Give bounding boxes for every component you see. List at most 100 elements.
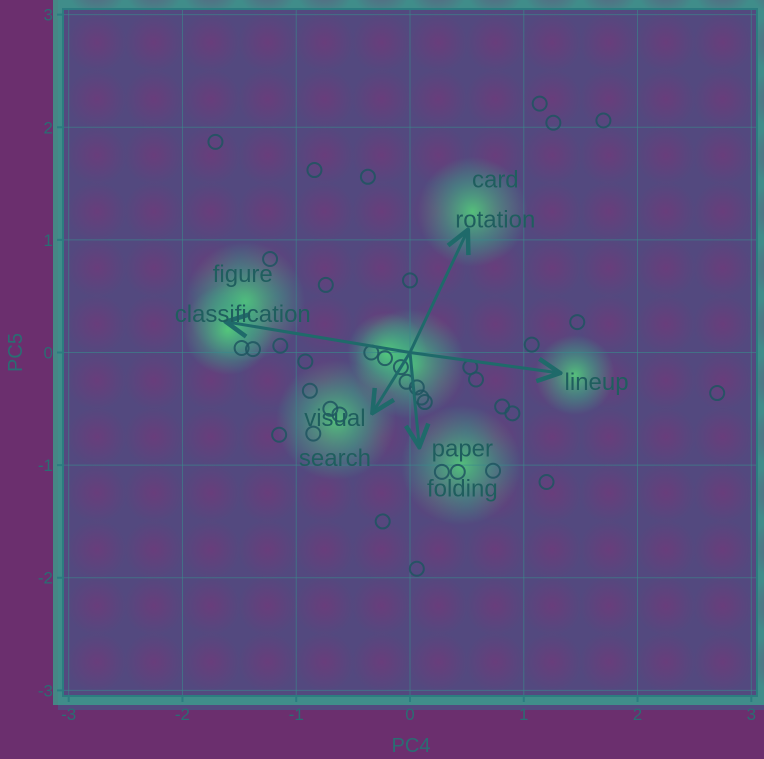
y-tick-label: 2 bbox=[44, 118, 53, 137]
loading-arrow bbox=[410, 352, 419, 445]
score-point bbox=[433, 463, 450, 480]
texture-blob bbox=[752, 0, 764, 12]
texture-blob bbox=[579, 463, 640, 524]
x-tick-label: 1 bbox=[519, 705, 528, 724]
x-tick-label: 0 bbox=[405, 705, 414, 724]
x-tick-label: -3 bbox=[61, 705, 76, 724]
texture-blob bbox=[124, 125, 185, 186]
texture-blob bbox=[465, 69, 526, 130]
texture-blob bbox=[579, 575, 640, 636]
texture-blob bbox=[67, 69, 128, 130]
texture-blob bbox=[237, 181, 298, 242]
y-tick-label: 1 bbox=[44, 231, 53, 250]
score-point bbox=[272, 337, 289, 354]
score-point bbox=[301, 382, 318, 399]
texture-blob bbox=[180, 12, 241, 73]
hotspot bbox=[417, 156, 528, 267]
y-axis-label: PC5 bbox=[5, 333, 27, 372]
texture-blob bbox=[522, 463, 583, 524]
texture-blob bbox=[180, 181, 241, 242]
texture-blob bbox=[522, 125, 583, 186]
texture-blob bbox=[67, 350, 128, 411]
texture-blob bbox=[692, 406, 753, 467]
y-tick-label: 0 bbox=[44, 344, 53, 363]
texture-blob bbox=[635, 519, 696, 580]
texture-blob bbox=[67, 181, 128, 242]
score-point bbox=[402, 272, 418, 289]
texture-blob bbox=[351, 519, 412, 580]
texture-blob bbox=[579, 519, 640, 580]
texture-blob bbox=[635, 69, 696, 130]
texture-blob bbox=[237, 463, 298, 524]
score-point bbox=[359, 168, 376, 185]
x-tick-label: 3 bbox=[747, 705, 756, 724]
texture-blob bbox=[351, 238, 412, 299]
score-point bbox=[305, 425, 322, 442]
texture-blob bbox=[67, 294, 128, 355]
texture-blob bbox=[67, 519, 128, 580]
texture-blob bbox=[635, 463, 696, 524]
texture-blob bbox=[579, 69, 640, 130]
score-point bbox=[376, 350, 393, 367]
y-axis-ticks: -3 -2 -1 0 1 2 3 bbox=[38, 6, 63, 700]
x-axis-ticks: -3 -2 -1 0 1 2 3 bbox=[61, 696, 756, 724]
score-point bbox=[244, 341, 261, 358]
texture-blob bbox=[408, 69, 469, 130]
score-point bbox=[504, 405, 521, 422]
texture-blob bbox=[124, 463, 185, 524]
texture-blob bbox=[692, 125, 753, 186]
score-point bbox=[306, 162, 323, 179]
texture-blob bbox=[522, 12, 583, 73]
texture-blob bbox=[67, 238, 128, 299]
texture-blob bbox=[351, 181, 412, 242]
score-point bbox=[408, 560, 425, 577]
texture-blob bbox=[692, 181, 753, 242]
y-tick-label: 3 bbox=[44, 6, 53, 25]
texture-blob bbox=[124, 632, 185, 693]
hotspot bbox=[182, 284, 273, 375]
texture-blob bbox=[180, 519, 241, 580]
y-tick-label: -1 bbox=[38, 456, 53, 475]
texture-blob bbox=[692, 519, 753, 580]
texture-blob bbox=[180, 575, 241, 636]
score-point bbox=[538, 474, 555, 491]
texture-blob bbox=[579, 125, 640, 186]
score-point bbox=[374, 513, 391, 530]
texture-blob bbox=[522, 181, 583, 242]
texture-blob bbox=[522, 69, 583, 130]
texture-blob bbox=[635, 632, 696, 693]
score-point bbox=[545, 114, 562, 131]
texture-blob bbox=[294, 632, 355, 693]
score-point bbox=[262, 251, 279, 268]
texture-blob bbox=[635, 181, 696, 242]
texture-blob bbox=[124, 12, 185, 73]
texture-blob bbox=[692, 463, 753, 524]
loading-vectors bbox=[228, 232, 558, 445]
texture-blob bbox=[579, 632, 640, 693]
texture-blob bbox=[465, 575, 526, 636]
texture-blob bbox=[522, 575, 583, 636]
texture-blob bbox=[635, 406, 696, 467]
texture-blob bbox=[351, 575, 412, 636]
texture-blob bbox=[180, 69, 241, 130]
texture-blob bbox=[522, 406, 583, 467]
texture-blob bbox=[579, 294, 640, 355]
loading-label: figure bbox=[213, 261, 273, 288]
score-point bbox=[595, 112, 612, 129]
score-point bbox=[322, 400, 339, 417]
loading-label: visual bbox=[304, 405, 365, 432]
loading-arrow bbox=[374, 351, 412, 412]
x-axis-label: PC4 bbox=[392, 735, 431, 757]
loading-label: card bbox=[472, 166, 519, 193]
score-point bbox=[317, 276, 334, 293]
texture-blob bbox=[67, 463, 128, 524]
texture-blob bbox=[635, 12, 696, 73]
texture-blob bbox=[237, 519, 298, 580]
texture-blob bbox=[294, 575, 355, 636]
texture-blob bbox=[692, 238, 753, 299]
texture-blob bbox=[408, 632, 469, 693]
texture-blob bbox=[351, 12, 412, 73]
score-point bbox=[709, 385, 726, 402]
texture-blob bbox=[237, 69, 298, 130]
texture-blob bbox=[692, 350, 753, 411]
